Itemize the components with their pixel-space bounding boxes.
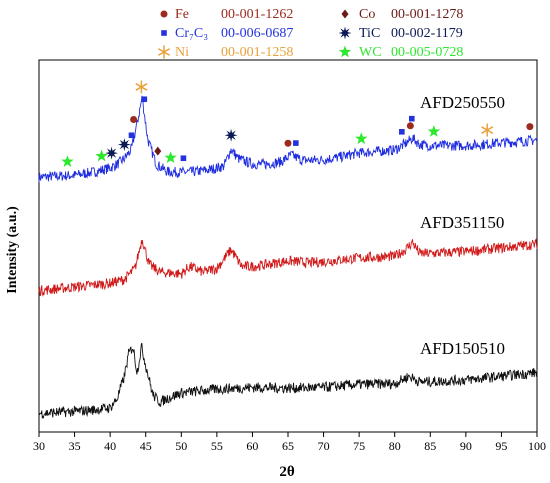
circle-marker: [130, 116, 138, 124]
x-tick-label: 60: [246, 439, 258, 453]
series-label: AFD150510: [420, 339, 505, 358]
star-marker: [338, 45, 352, 58]
x-axis-label: 2θ: [279, 464, 295, 480]
peak-marker-cr7c3: [293, 140, 299, 146]
circle-marker: [160, 10, 168, 18]
peak-marker-fe: [284, 139, 292, 147]
legend-item-cr7c3: Cr₇C₃ 00-006-0687: [161, 26, 293, 41]
starburst-marker: [117, 138, 131, 152]
diamond-marker: [341, 9, 349, 19]
x-tick-label: 45: [140, 439, 152, 453]
legend-phase: Cr₇C₃: [175, 26, 208, 41]
peak-marker-wc: [95, 149, 108, 162]
square-marker: [293, 140, 299, 146]
x-tick-label: 40: [104, 439, 116, 453]
series-line-afd150510: [38, 342, 538, 419]
x-tick-label: 95: [495, 439, 507, 453]
x-tick-label: 90: [460, 439, 472, 453]
x-tick-label: 35: [69, 439, 81, 453]
peak-marker-cr7c3: [399, 129, 405, 135]
asterisk-marker-stroke: [157, 48, 171, 56]
legend: Fe 00-001-1262 Co 00-001-1278 Cr₇C₃ 00-006-06…: [157, 7, 463, 60]
square-marker: [128, 132, 135, 139]
peak-marker-tic: [105, 146, 119, 160]
legend-item-wc: WC 00-005-0728: [338, 45, 463, 60]
legend-phase: WC: [359, 45, 382, 60]
legend-card: 00-001-1262: [221, 7, 293, 22]
peak-marker-cr7c3: [408, 115, 415, 122]
peak-marker-fe: [406, 122, 414, 130]
x-tick-label: 55: [211, 439, 223, 453]
peak-marker-ni: [481, 123, 494, 137]
legend-card: 00-002-1179: [391, 26, 463, 41]
y-axis-label: Intensity (a.u.): [5, 206, 20, 294]
x-tick-label: 30: [33, 439, 45, 453]
peak-marker-cr7c3: [180, 155, 187, 162]
peak-marker-cr7c3: [141, 96, 148, 103]
legend-item-tic: TiC 00-002-1179: [338, 26, 463, 41]
x-tick-label: 80: [389, 439, 401, 453]
series-label: AFD250550: [420, 93, 505, 112]
square-marker: [141, 96, 148, 103]
series-layer: [38, 95, 538, 419]
square-marker: [180, 155, 187, 162]
legend-item-co: Co 00-001-1278: [341, 7, 463, 22]
star-marker: [61, 155, 74, 167]
legend-phase: Co: [359, 7, 375, 22]
legend-phase: TiC: [359, 26, 380, 41]
square-marker: [161, 30, 167, 36]
series-label: AFD351150: [420, 213, 504, 232]
starburst-marker: [338, 26, 352, 40]
asterisk-marker-stroke: [135, 83, 148, 91]
peak-marker-fe: [526, 123, 534, 131]
peak-markers: [61, 80, 534, 167]
legend-card: 00-001-1278: [391, 7, 463, 22]
peak-marker-co: [154, 146, 162, 156]
peak-marker-wc: [164, 151, 177, 164]
starburst-marker: [224, 128, 238, 142]
x-tick-label: 50: [175, 439, 187, 453]
legend-item-fe: Fe 00-001-1262: [160, 7, 293, 22]
star-marker: [427, 125, 441, 137]
peak-marker-wc: [427, 125, 441, 137]
square-marker: [399, 129, 405, 135]
x-tick-label: 75: [353, 439, 365, 453]
star-marker: [164, 151, 177, 164]
legend-phase: Ni: [175, 45, 189, 60]
diamond-marker: [154, 146, 162, 156]
legend-card: 00-005-0728: [391, 45, 463, 60]
circle-marker: [406, 122, 414, 130]
star-marker: [355, 132, 368, 145]
square-marker: [408, 115, 415, 122]
legend-card: 00-006-0687: [221, 26, 293, 41]
peak-marker-ni: [135, 80, 148, 94]
plot-frame: [38, 59, 538, 433]
series-labels: AFD250550 AFD351150 AFD150510: [420, 93, 505, 358]
x-tick-label: 100: [528, 439, 546, 453]
circle-marker: [526, 123, 534, 131]
asterisk-marker-stroke: [481, 126, 494, 134]
peak-marker-wc: [61, 155, 74, 167]
x-tick-label: 65: [282, 439, 294, 453]
peak-marker-tic: [224, 128, 238, 142]
x-tick-label: 85: [424, 439, 436, 453]
legend-card: 00-001-1258: [221, 45, 293, 60]
peak-marker-wc: [355, 132, 368, 145]
circle-marker: [284, 139, 292, 147]
starburst-marker: [105, 146, 119, 160]
peak-marker-tic: [117, 138, 131, 152]
peak-marker-fe: [130, 116, 138, 124]
series-line-afd351150: [38, 238, 538, 298]
series-line-afd250550: [38, 95, 538, 183]
legend-phase: Fe: [175, 7, 189, 22]
peak-marker-cr7c3: [128, 132, 135, 139]
x-tick-label: 70: [318, 439, 330, 453]
axes: 30 35 40 45 50 55 60 65 70 75 80 85 90 95 100: [33, 59, 546, 453]
star-marker: [95, 149, 108, 162]
legend-item-ni: Ni 00-001-1258: [157, 45, 293, 60]
